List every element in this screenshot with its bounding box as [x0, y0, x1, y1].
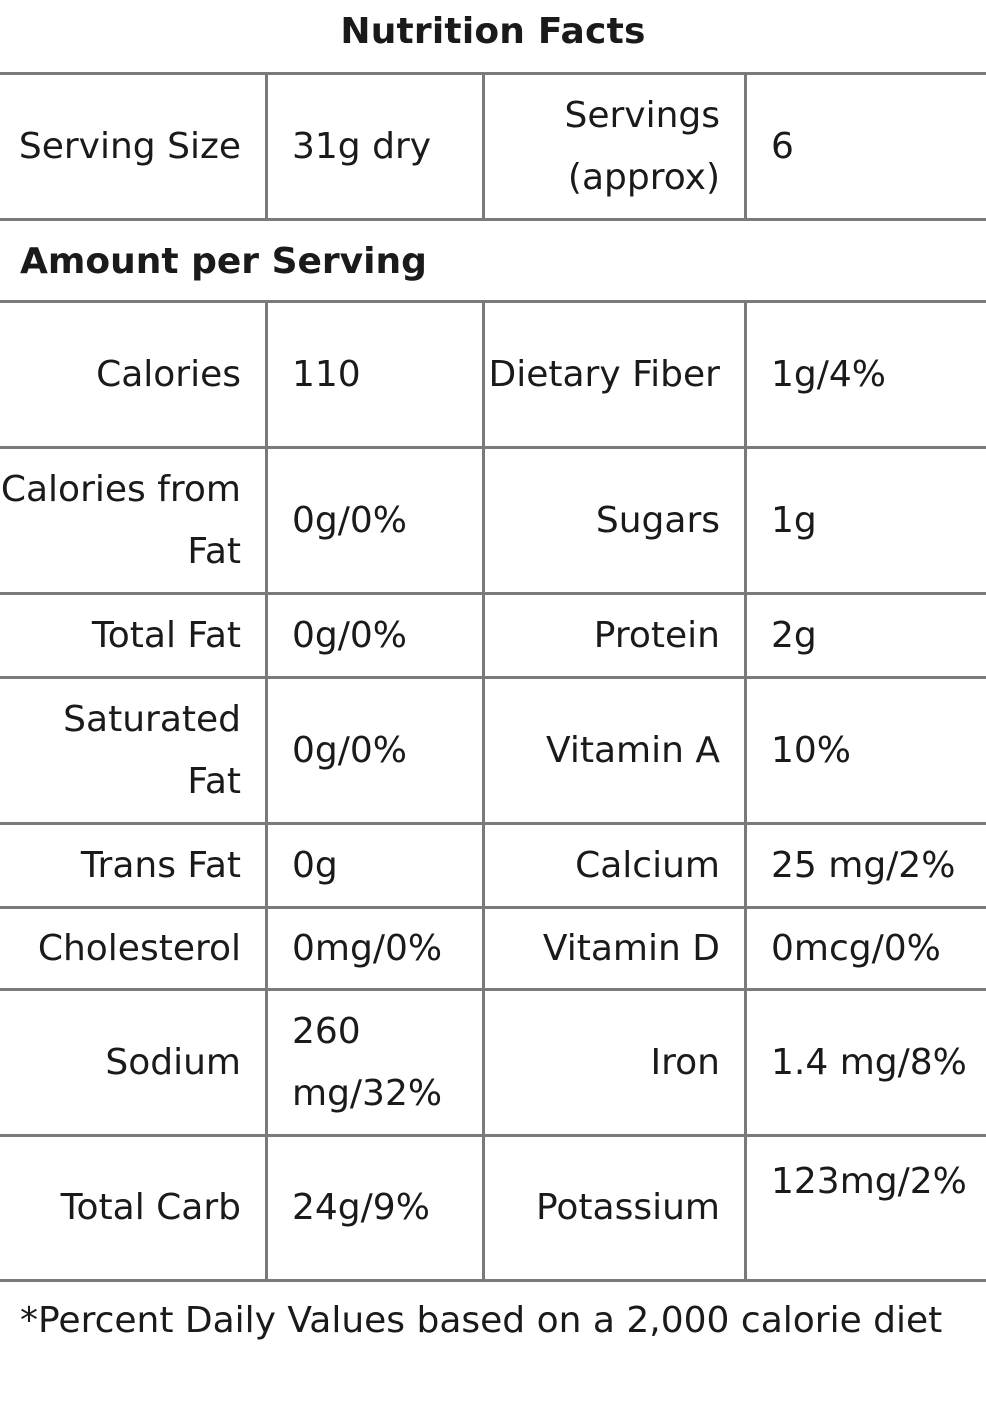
nutrient-value: 1.4 mg/8% [771, 1041, 967, 1083]
nutrient-value: 0mg/0% [292, 927, 443, 969]
nutrient-value: 1g [771, 499, 817, 541]
nutrient-value: 123mg/2% [771, 1161, 967, 1202]
nutrient-value: 24g/9% [292, 1187, 430, 1228]
nutrient-label: Saturated Fat [63, 698, 241, 802]
nutrient-label: Calcium [575, 844, 720, 886]
nutrient-value: 0g/0% [292, 614, 407, 656]
nutrient-value: 0g/0% [292, 729, 407, 771]
column-divider [482, 72, 485, 221]
nutrient-value: 110 [292, 353, 361, 395]
nutrient-value: 1g/4% [771, 353, 886, 395]
nutrient-label: Trans Fat [80, 844, 241, 886]
nutrient-label: Sodium [105, 1041, 241, 1083]
servings-value: 6 [771, 125, 794, 167]
servings-label: Servings (approx) [564, 94, 720, 198]
column-divider [744, 300, 747, 1282]
row-border [0, 1134, 986, 1137]
nutrient-label: Dietary Fiber [488, 353, 721, 395]
nutrient-label: Sugars [595, 499, 720, 541]
row-border [0, 906, 986, 909]
section-header: Amount per Serving [20, 240, 427, 282]
column-divider [744, 72, 747, 221]
table-border-bottom [0, 1279, 986, 1282]
nutrient-value: 10% [771, 729, 852, 771]
nutrient-label: Total Fat [91, 614, 241, 656]
nutrient-label: Cholesterol [37, 927, 241, 969]
nutrient-label: Protein [593, 614, 720, 656]
column-divider [265, 72, 268, 221]
nutrient-value: 0g/0% [292, 499, 407, 541]
nutrient-label: Total Carb [60, 1187, 241, 1228]
footnote: *Percent Daily Values based on a 2,000 c… [20, 1300, 943, 1341]
serving-row-border [0, 218, 986, 221]
serving-size-label: Serving Size [18, 125, 241, 167]
nutrient-label: Iron [650, 1041, 720, 1083]
nutrient-value: 0g [292, 844, 338, 886]
nutrient-value: 0mcg/0% [771, 927, 941, 969]
nutrient-value: 25 mg/2% [771, 844, 956, 886]
nutrient-value: 2g [771, 614, 817, 656]
row-border [0, 676, 986, 679]
nutrient-label: Vitamin A [546, 729, 720, 771]
row-border [0, 822, 986, 825]
row-border [0, 592, 986, 595]
row-border [0, 988, 986, 991]
column-divider [482, 300, 485, 1282]
nutrient-label: Calories [96, 353, 241, 395]
table-border-top [0, 72, 986, 75]
row-border [0, 446, 986, 449]
nutrient-value: 260 mg/32% [292, 1010, 443, 1114]
section-header-border [0, 300, 986, 303]
nutrient-label: Vitamin D [542, 927, 720, 969]
page-title: Nutrition Facts [340, 11, 646, 52]
nutrient-label: Calories from Fat [0, 468, 241, 572]
serving-size-value: 31g dry [292, 125, 432, 167]
nutrient-label: Potassium [535, 1187, 720, 1228]
column-divider [265, 300, 268, 1282]
